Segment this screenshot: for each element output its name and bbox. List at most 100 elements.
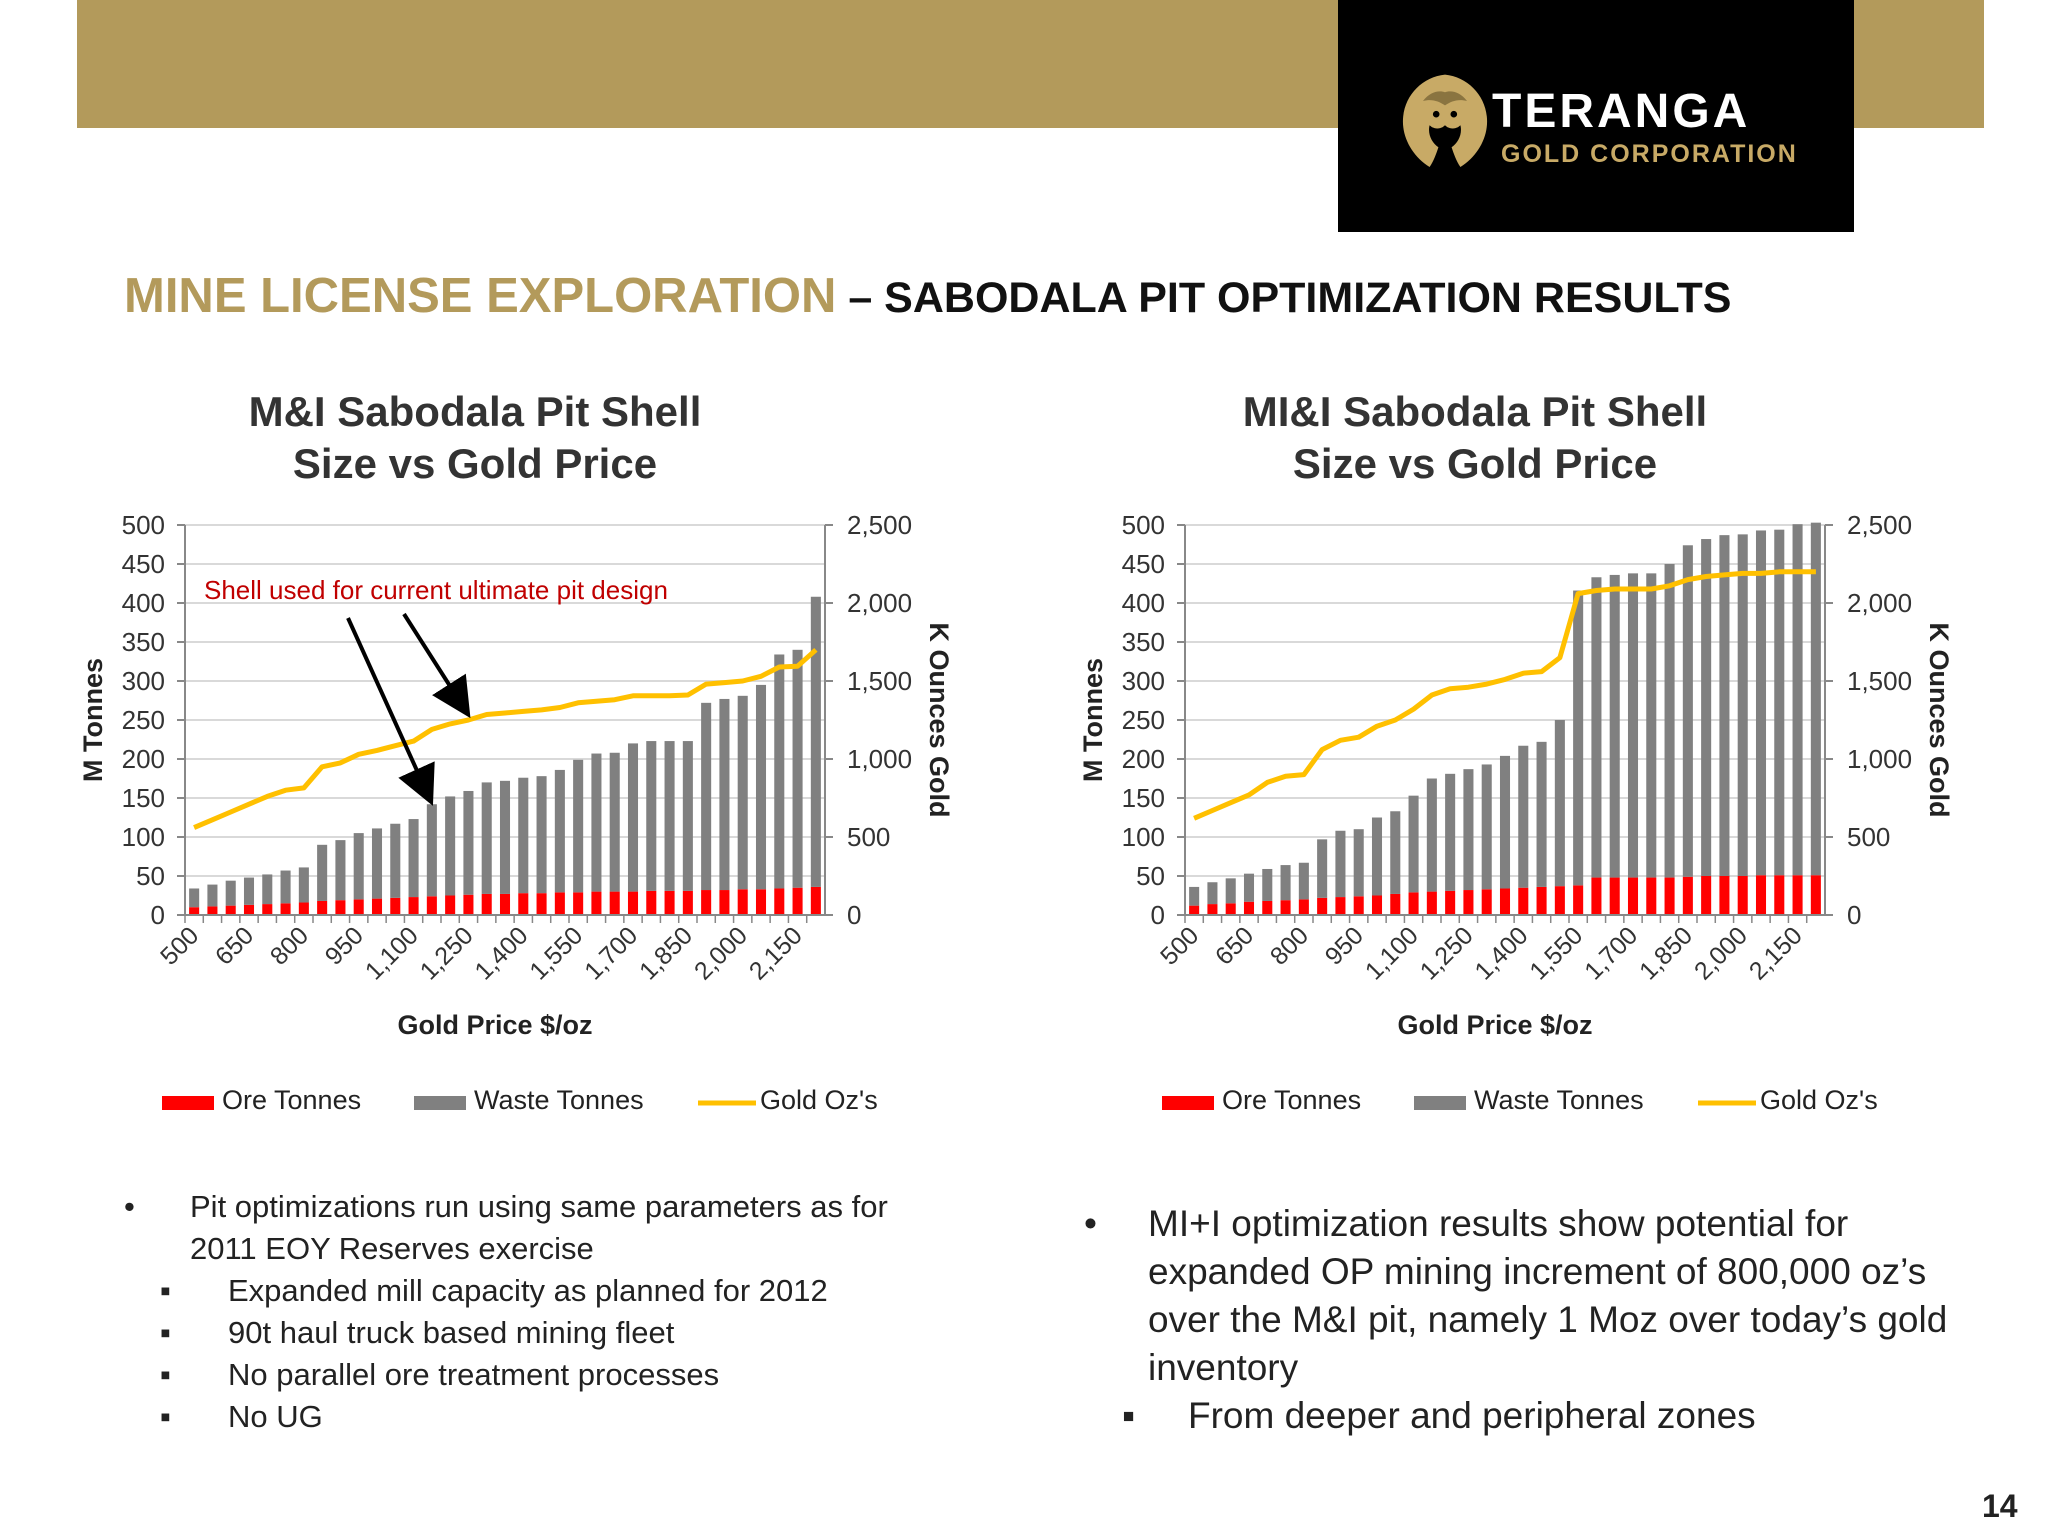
x-tick-group: 1,250	[415, 921, 479, 985]
x-tick-label: 650	[210, 921, 259, 970]
waste-bar	[1445, 773, 1456, 891]
ore-bar	[518, 893, 529, 915]
ore-bar	[1755, 875, 1767, 915]
waste-bar	[371, 828, 383, 899]
ore-bar	[1280, 900, 1291, 915]
ore-bar	[1792, 875, 1803, 915]
y-tick-label: 100	[1122, 822, 1165, 852]
y-tick-label: 400	[122, 588, 165, 618]
waste-bar	[262, 874, 273, 905]
ore-bar	[1573, 885, 1584, 915]
x-tick-label: 650	[1210, 921, 1259, 970]
waste-bar	[1719, 535, 1730, 876]
y-tick-label: 200	[122, 744, 165, 774]
ore-bar	[1701, 876, 1712, 915]
bullet-item: From deeper and peripheral zones	[1080, 1392, 1960, 1440]
waste-bar	[243, 877, 255, 905]
ore-bar	[1536, 886, 1547, 915]
waste-bar	[463, 790, 474, 895]
waste-bar	[1682, 545, 1693, 877]
waste-bar	[1225, 878, 1236, 904]
ore-bar	[1390, 893, 1401, 915]
waste-bar	[317, 844, 328, 901]
ore-bar	[1207, 904, 1218, 915]
waste-bar	[664, 741, 675, 891]
logo-name: TERANGA	[1492, 85, 1751, 138]
ore-bar	[1609, 877, 1620, 915]
waste-bar	[1792, 524, 1803, 876]
ore-bar	[1189, 905, 1200, 915]
waste-bar	[481, 782, 492, 894]
x-tick-label: 800	[1265, 921, 1314, 970]
legend-gold-label: Gold Oz's	[760, 1085, 878, 1115]
y-tick-label: 450	[1122, 549, 1165, 579]
gold-oz-line	[1193, 569, 1816, 821]
y-tick-label: 350	[1122, 627, 1165, 657]
annotation-text: Shell used for current ultimate pit desi…	[204, 575, 668, 605]
waste-bar	[445, 796, 456, 896]
y-tick-label: 50	[1136, 861, 1165, 891]
ore-bar	[1646, 877, 1657, 915]
y2-axis-label-group: K Ounces Gold	[924, 622, 954, 817]
waste-bar	[1298, 862, 1309, 900]
ore-bar	[371, 898, 383, 915]
x-tick-label: 1,550	[524, 921, 588, 985]
y-tick-label: 150	[122, 783, 165, 813]
waste-bar	[1664, 564, 1675, 878]
ore-bar	[390, 897, 401, 915]
waste-bar	[591, 753, 602, 892]
y-tick-label: 450	[122, 549, 165, 579]
annotation-arrow	[402, 612, 471, 719]
ore-bar	[792, 887, 803, 915]
bullet-item: No parallel ore treatment processes	[120, 1354, 980, 1396]
x-tick-group: 1,100	[1360, 921, 1424, 985]
waste-bar	[1280, 865, 1291, 901]
x-tick-label: 800	[265, 921, 314, 970]
legend-waste-swatch	[1414, 1096, 1466, 1110]
x-tick-group: 1,850	[634, 921, 698, 985]
ore-bar	[573, 892, 584, 915]
ore-bar	[810, 886, 821, 915]
x-tick-group: 1,700	[579, 921, 643, 985]
chart-title: Size vs Gold Price	[293, 440, 657, 487]
ore-bar	[1591, 877, 1602, 915]
waste-bar	[426, 804, 437, 897]
x-tick-group: 1,400	[469, 921, 533, 985]
ore-bar	[1426, 891, 1437, 915]
slide-title-main: MINE LICENSE EXPLORATION	[124, 269, 837, 323]
lion-head-icon	[1402, 74, 1488, 167]
x-tick-group: 1,400	[1469, 921, 1533, 985]
waste-bar	[1353, 829, 1364, 897]
ore-bar	[1481, 889, 1492, 915]
y2-tick-label: 1,500	[1847, 666, 1912, 696]
waste-bar	[1554, 720, 1565, 887]
waste-bar	[701, 702, 712, 891]
x-tick-group: 650	[210, 921, 259, 970]
legend-ore-swatch	[1162, 1096, 1214, 1110]
waste-bar	[225, 880, 236, 906]
annotation-arrow	[346, 617, 435, 806]
ore-bar	[1719, 876, 1730, 915]
ore-bar	[499, 893, 511, 915]
y-tick-label: 500	[122, 510, 165, 540]
y-tick-label: 0	[151, 900, 165, 930]
x-tick-group: 800	[265, 921, 314, 970]
y2-tick-label: 2,500	[847, 510, 912, 540]
x-axis-label: Gold Price $/oz	[397, 1010, 592, 1040]
waste-bar	[737, 695, 748, 890]
legend-waste-label: Waste Tonnes	[474, 1085, 644, 1115]
bullet-item: 90t haul truck based mining fleet	[120, 1312, 980, 1354]
ore-bar	[445, 895, 456, 915]
waste-bar	[792, 649, 803, 888]
waste-bar	[335, 840, 346, 901]
x-tick-label: 1,250	[415, 921, 479, 985]
y2-tick-label: 2,000	[847, 588, 912, 618]
slide-title-sub: – SABODALA PIT OPTIMIZATION RESULTS	[836, 274, 1732, 322]
y-tick-label: 150	[1122, 783, 1165, 813]
ore-bar	[682, 890, 693, 915]
ore-bar	[536, 893, 547, 915]
ore-bar	[1499, 888, 1511, 915]
y-tick-label: 400	[1122, 588, 1165, 618]
x-tick-label: 2,000	[1689, 921, 1753, 985]
y2-tick-label: 1,000	[847, 744, 912, 774]
